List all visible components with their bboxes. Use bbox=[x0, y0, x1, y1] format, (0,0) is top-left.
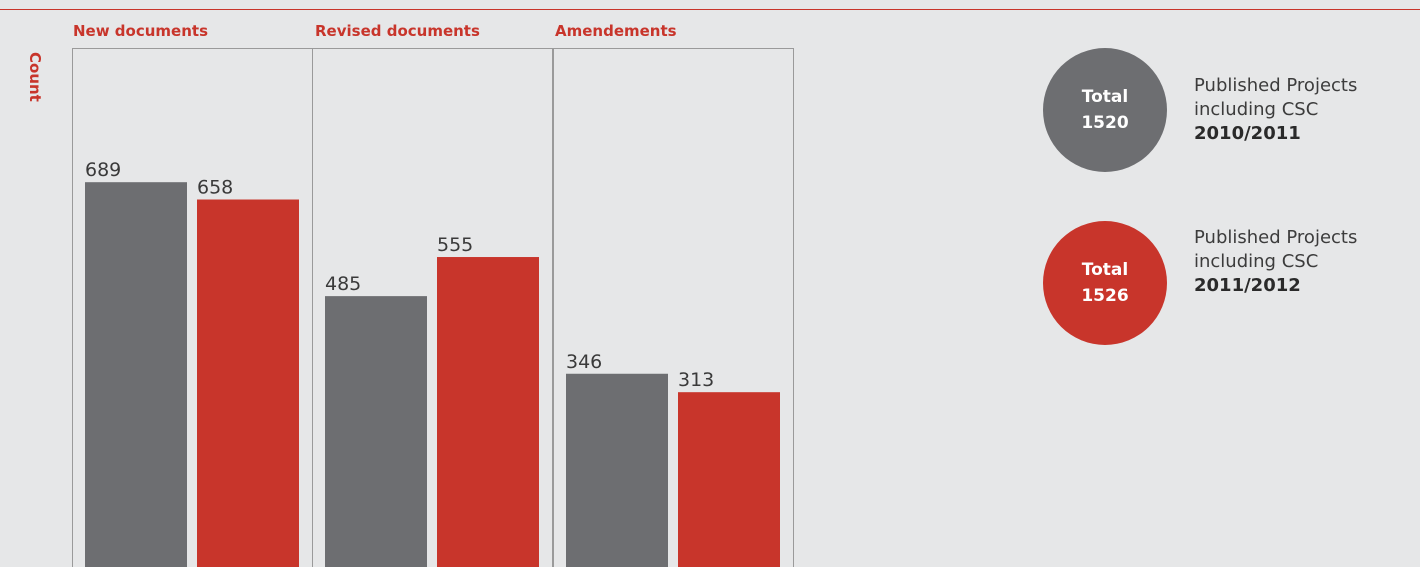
bar-series1-0 bbox=[85, 182, 187, 567]
bar-series1-2 bbox=[566, 373, 668, 567]
bar-series2-0 bbox=[197, 199, 299, 567]
category-panel bbox=[553, 48, 794, 567]
bar-chart: 689 658 485 555 346 313 bbox=[72, 48, 794, 567]
data-label: 313 bbox=[678, 369, 714, 391]
legend-circle-total: 1526 bbox=[1081, 286, 1129, 306]
legend-circle-total: 1520 bbox=[1081, 113, 1129, 133]
data-label: 658 bbox=[197, 177, 233, 199]
legend-circle-label: Total bbox=[1081, 260, 1129, 280]
data-label: 485 bbox=[325, 273, 361, 295]
legend-line2: including CSC bbox=[1194, 99, 1319, 120]
legend-text-2011-2012: Published Projects including CSC 2011/20… bbox=[1194, 226, 1357, 298]
y-axis-label: Count bbox=[26, 52, 44, 102]
bar-series1-1 bbox=[325, 296, 427, 567]
category-panel bbox=[312, 48, 553, 567]
category-label-revised-documents: Revised documents bbox=[315, 22, 480, 40]
bar-series2-1 bbox=[437, 257, 539, 567]
top-rule bbox=[0, 9, 1420, 10]
legend-year: 2010/2011 bbox=[1194, 123, 1301, 144]
category-label-amendements: Amendements bbox=[555, 22, 677, 40]
legend-line1: Published Projects bbox=[1194, 75, 1358, 96]
bar-series2-2 bbox=[678, 392, 780, 567]
legend-year: 2011/2012 bbox=[1194, 275, 1301, 296]
legend-circle-label: Total bbox=[1081, 87, 1129, 107]
legend-line1: Published Projects bbox=[1194, 227, 1358, 248]
data-label: 689 bbox=[85, 159, 121, 181]
data-label: 346 bbox=[566, 351, 602, 373]
category-label-new-documents: New documents bbox=[73, 22, 208, 40]
legend-text-2010-2011: Published Projects including CSC 2010/20… bbox=[1194, 74, 1357, 146]
legend-circle-2011-2012: Total 1526 bbox=[1043, 221, 1167, 345]
legend-line2: including CSC bbox=[1194, 251, 1319, 272]
legend-circle-2010-2011: Total 1520 bbox=[1043, 48, 1167, 172]
data-label: 555 bbox=[437, 234, 473, 256]
